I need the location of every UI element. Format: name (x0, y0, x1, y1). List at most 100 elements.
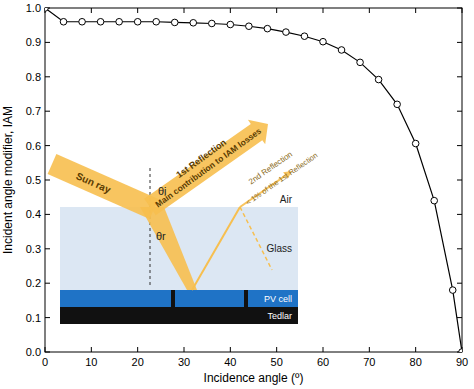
y-tick-label: 0.7 (26, 105, 41, 117)
iam-point (375, 76, 382, 83)
annotation: Sun ray (74, 170, 112, 195)
y-tick (45, 180, 50, 181)
x-tick-label: 20 (132, 356, 144, 368)
x-tick-top (323, 8, 324, 13)
y-tick (45, 111, 50, 112)
y-tick-right (457, 180, 462, 181)
iam-point (97, 18, 104, 25)
iam-point (301, 33, 308, 40)
x-tick (276, 347, 277, 352)
x-tick-top (369, 8, 370, 13)
annotation: θr (156, 230, 166, 242)
y-tick-right (457, 283, 462, 284)
internal-reflection (192, 207, 240, 290)
iam-point (153, 18, 160, 25)
iam-point (79, 18, 86, 25)
iam-point (116, 18, 123, 25)
annotation: < 1% of the 1st Reflection (244, 151, 319, 208)
y-tick (45, 42, 50, 43)
plot-frame (45, 8, 462, 352)
annotation: Air (280, 194, 293, 205)
pv-layer (60, 290, 298, 307)
x-tick-label: 50 (271, 356, 283, 368)
x-axis-label: Incidence angle (º) (204, 371, 304, 385)
y-tick-label: 0.4 (26, 208, 41, 220)
y-tick-label: 0.8 (26, 71, 41, 83)
x-tick-top (91, 8, 92, 13)
x-tick-label: 70 (363, 356, 375, 368)
y-tick (45, 145, 50, 146)
iam-point (357, 59, 364, 66)
surface-normal (150, 168, 151, 285)
x-tick (184, 347, 185, 352)
y-tick-label: 0.0 (26, 346, 41, 358)
iam-point (60, 18, 67, 25)
iam-point (394, 101, 401, 108)
annotation: θi (158, 185, 167, 197)
iam-point (134, 18, 141, 25)
iam-point (171, 19, 178, 26)
y-tick-label: 0.5 (26, 174, 41, 186)
y-tick-label: 0.1 (26, 312, 41, 324)
x-tick-label: 10 (85, 356, 97, 368)
inset-diagram (48, 120, 298, 324)
iam-point (449, 287, 456, 294)
x-tick-top (230, 8, 231, 13)
chart: Sun ray1st ReflectionMain contribution t… (0, 0, 474, 389)
iam-line (45, 8, 462, 352)
iam-point (190, 19, 197, 26)
x-tick-label: 60 (317, 356, 329, 368)
glass-layer (60, 207, 298, 290)
y-tick-right (457, 145, 462, 146)
iam-point (459, 349, 462, 352)
y-tick-right (457, 214, 462, 215)
y-tick-right (457, 248, 462, 249)
chart-root: Sun ray1st ReflectionMain contribution t… (0, 0, 474, 389)
x-tick-top (276, 8, 277, 13)
x-tick-label: 30 (178, 356, 190, 368)
x-tick-label: 40 (224, 356, 236, 368)
y-tick (45, 283, 50, 284)
x-tick (323, 347, 324, 352)
y-tick (45, 248, 50, 249)
x-tick (415, 347, 416, 352)
tedlar-layer (60, 307, 298, 324)
y-tick-label: 1.0 (26, 2, 41, 14)
x-tick-top (462, 8, 463, 13)
iam-point (412, 140, 419, 147)
x-tick (230, 347, 231, 352)
x-tick-label: 80 (410, 356, 422, 368)
refracted-beam (140, 207, 197, 290)
annotation: Glass (266, 243, 292, 254)
y-tick-right (457, 111, 462, 112)
y-tick (45, 76, 50, 77)
iam-point (320, 38, 327, 45)
x-tick (137, 347, 138, 352)
y-tick (45, 352, 50, 353)
iam-point (45, 8, 48, 11)
y-tick-right (457, 42, 462, 43)
iam-point (227, 21, 234, 28)
y-axis-label: Incident angle modifier, IAM (1, 106, 15, 254)
y-tick-label: 0.9 (26, 36, 41, 48)
y-tick-label: 0.6 (26, 140, 41, 152)
x-tick (91, 347, 92, 352)
x-tick-top (137, 8, 138, 13)
annotation: Tedlar (267, 311, 292, 321)
cell-gap (171, 290, 175, 307)
y-tick (45, 317, 50, 318)
iam-point (338, 47, 345, 54)
y-tick-label: 0.3 (26, 243, 41, 255)
y-tick-right (457, 76, 462, 77)
x-tick (369, 347, 370, 352)
x-tick-top (415, 8, 416, 13)
y-tick (45, 214, 50, 215)
x-tick-label: 90 (456, 356, 468, 368)
y-tick-right (457, 317, 462, 318)
y-tick-right (457, 8, 462, 9)
series-group (45, 8, 462, 352)
annotation: PV cell (264, 294, 292, 304)
y-tick-label: 0.2 (26, 277, 41, 289)
iam-point (209, 20, 216, 27)
iam-point (246, 23, 253, 30)
